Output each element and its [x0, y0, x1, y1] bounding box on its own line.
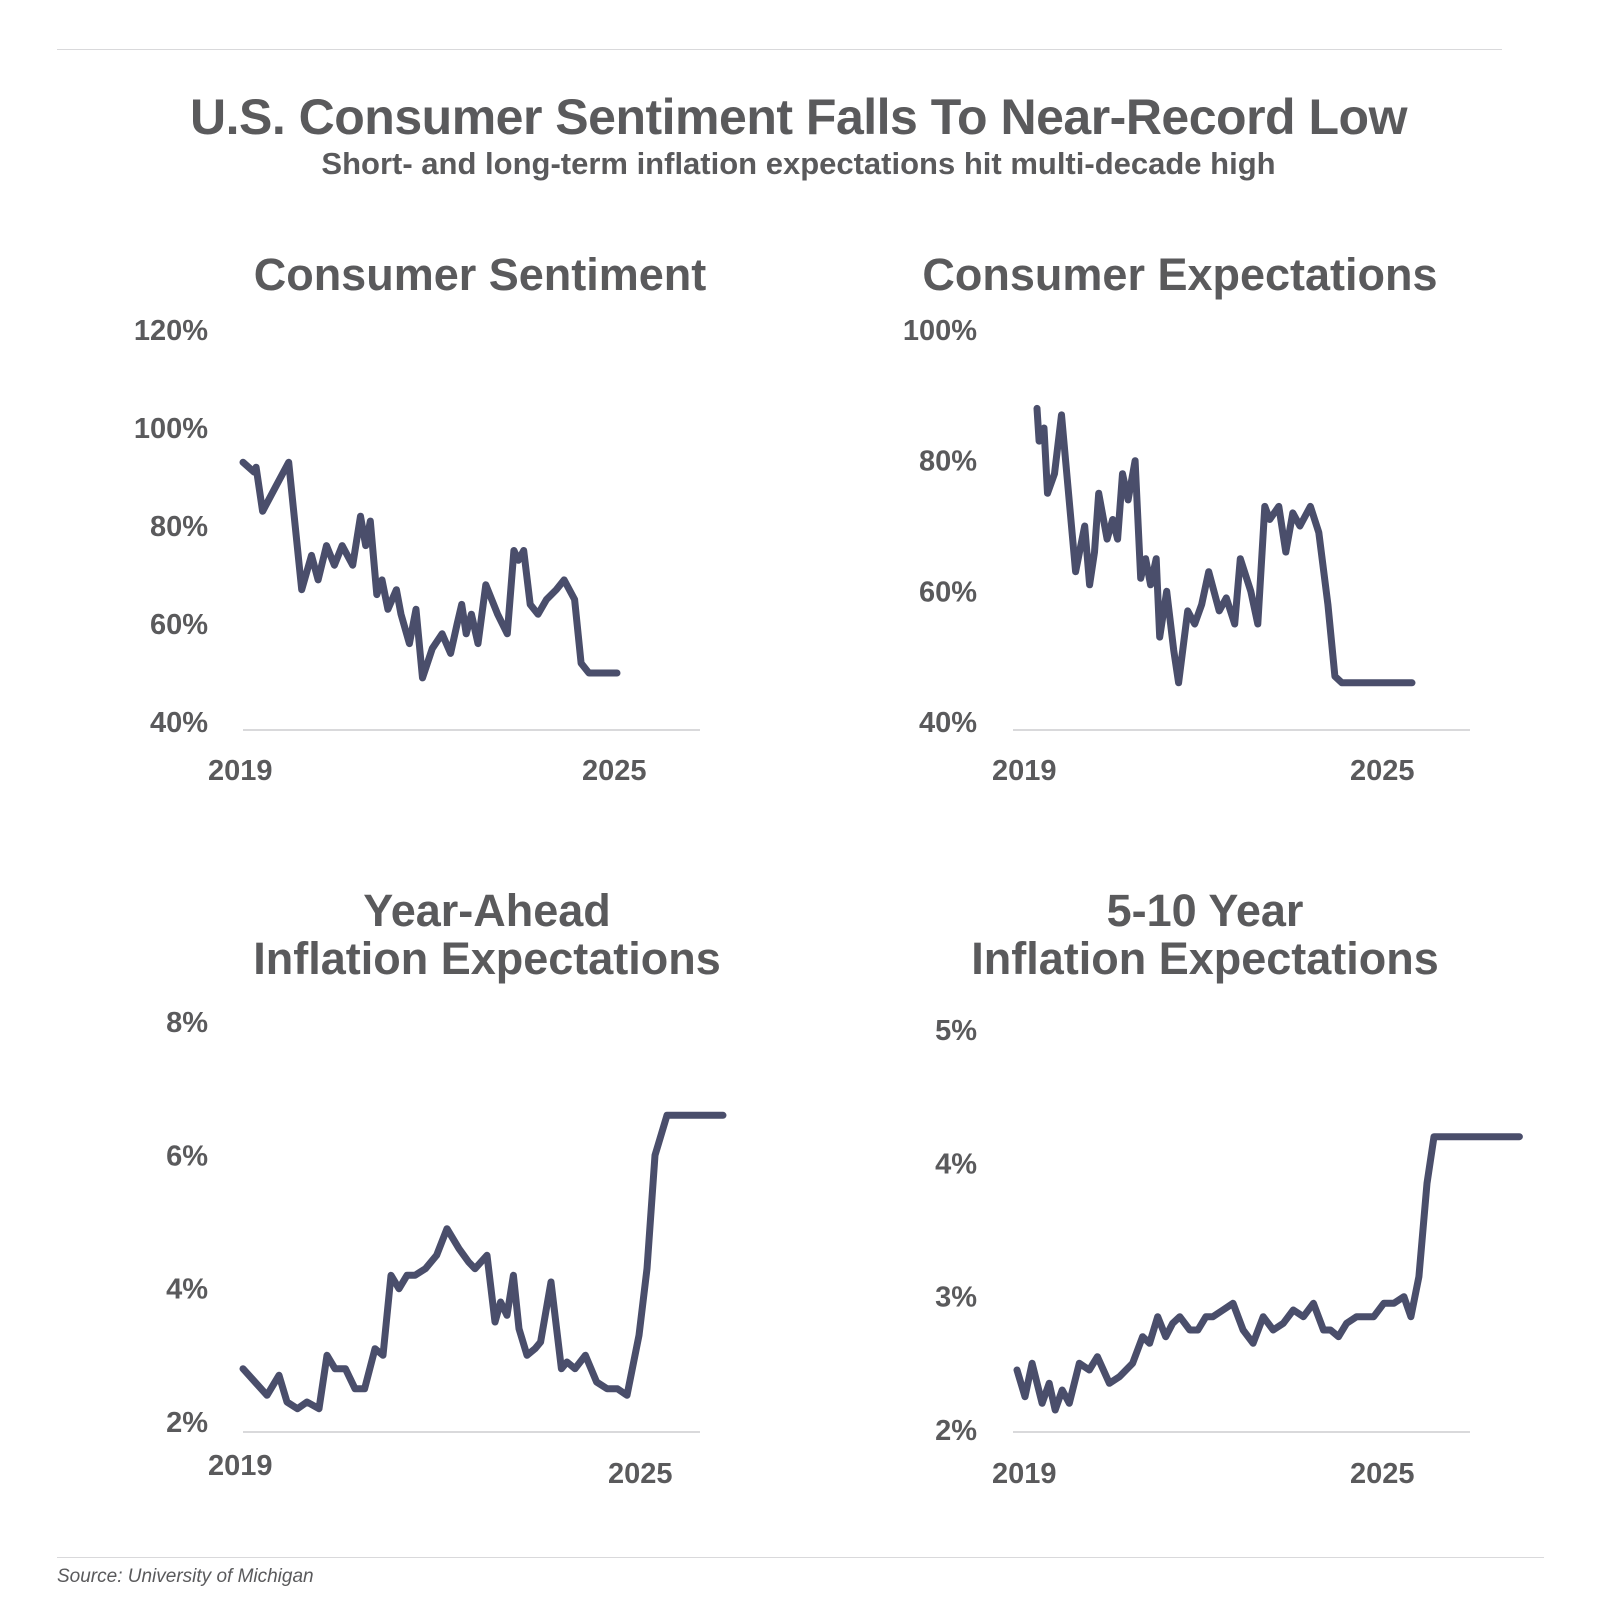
x-tick-label: 2025 — [582, 755, 647, 787]
x-tick-label: 2019 — [208, 1450, 273, 1482]
y-tick-label: 3% — [935, 1282, 977, 1314]
chart-title-line: Inflation Expectations — [253, 933, 721, 984]
y-tick-label: 100% — [134, 413, 208, 445]
chart-panel-2: Consumer Expectations 40% 60% 80% 100% 2019 20… — [903, 249, 1470, 787]
chart-title-line: Consumer Sentiment — [254, 249, 707, 300]
x-tick-label: 2019 — [208, 755, 273, 787]
y-tick-label: 2% — [935, 1415, 977, 1447]
y-tick-label: 4% — [166, 1274, 208, 1306]
y-tick-label: 120% — [134, 315, 208, 347]
y-tick-label: 40% — [919, 707, 977, 739]
series-line — [1033, 404, 1416, 687]
page-subtitle: Short- and long-term inflation expectati… — [321, 146, 1276, 181]
bottom-divider — [57, 1557, 1544, 1558]
chart-title-line: Consumer Expectations — [922, 249, 1437, 300]
x-tick-label: 2025 — [1350, 1458, 1415, 1490]
series-line — [1013, 1133, 1523, 1414]
y-tick-label: 4% — [935, 1148, 977, 1180]
chart-title-line: 5-10 Year — [1107, 885, 1304, 936]
chart-panel-1: Consumer Sentiment 40% 60% 80% 100% 120% 2019 2… — [134, 249, 706, 787]
y-tick-label: 80% — [919, 446, 977, 478]
y-tick-label: 5% — [935, 1015, 977, 1047]
y-tick-label: 6% — [166, 1140, 208, 1172]
y-tick-label: 8% — [166, 1007, 208, 1039]
source-note: Source: University of Michigan — [57, 1566, 314, 1587]
y-tick-label: 100% — [903, 315, 977, 347]
y-tick-label: 80% — [150, 511, 208, 543]
x-tick-label: 2019 — [992, 755, 1057, 787]
x-tick-label: 2025 — [608, 1458, 673, 1490]
series-line — [239, 1111, 727, 1413]
series-line — [239, 458, 621, 682]
page-title: U.S. Consumer Sentiment Falls To Near-Re… — [190, 89, 1407, 145]
y-tick-label: 40% — [150, 707, 208, 739]
x-tick-label: 2025 — [1350, 755, 1415, 787]
chart-title-line: Year-Ahead — [363, 885, 611, 936]
top-divider — [57, 49, 1502, 50]
y-tick-label: 60% — [150, 609, 208, 641]
x-tick-label: 2019 — [992, 1458, 1057, 1490]
y-tick-label: 60% — [919, 576, 977, 608]
chart-title-line: Inflation Expectations — [971, 933, 1439, 984]
y-tick-label: 2% — [166, 1407, 208, 1439]
